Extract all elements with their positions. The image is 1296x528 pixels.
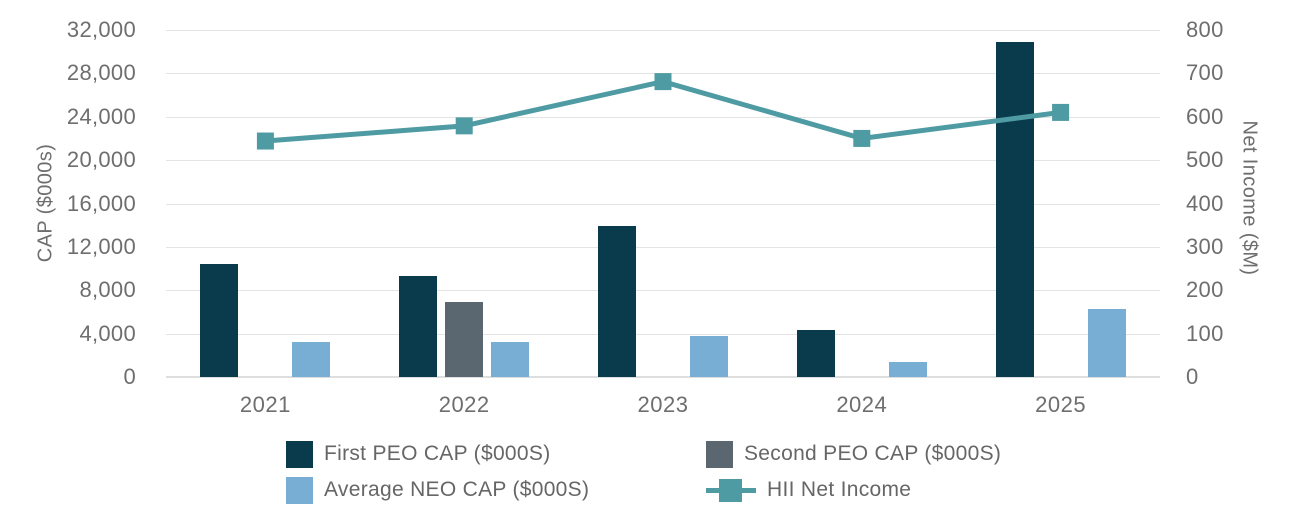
left-tick-label: 32,000 [66,17,136,42]
bar [995,41,1034,377]
gridline [166,246,1160,248]
right-axis-title: Net Income ($M) [1238,120,1261,276]
bar [399,275,438,377]
left-tick-label: 28,000 [66,60,136,86]
legend-label: HII Net Income [767,478,912,501]
right-tick-label: 200 [1186,277,1224,303]
legend-swatch [286,440,313,468]
right-tick-label: 600 [1186,103,1224,129]
legend-item: Second PEO CAP ($000S) [706,440,1001,468]
x-axis-label: 2025 [1035,392,1087,417]
bar [292,342,331,377]
left-tick-label: 24,000 [66,103,136,129]
gridline [166,290,1160,292]
bar [690,335,728,377]
legend-swatch [286,476,313,504]
line-marker [256,132,274,150]
legend-swatch [706,440,733,468]
x-axis-label: 2022 [438,392,490,417]
gridline [166,160,1160,162]
legend-label: Average NEO CAP ($000S) [324,478,590,501]
right-tick-label: 700 [1186,60,1224,86]
right-tick-label: 300 [1186,233,1224,259]
bar [1087,308,1126,377]
gridline [166,30,1160,31]
legend-line-marker [706,477,756,504]
bar [598,225,636,377]
line-marker [455,117,473,135]
x-axis-label: 2024 [836,392,888,417]
legend-item: Average NEO CAP ($000S) [286,476,589,504]
right-tick-label: 400 [1186,190,1224,216]
line-marker [654,73,672,91]
gridline [166,333,1160,335]
legend-item: HII Net Income [706,476,911,504]
right-tick-label: 0 [1186,364,1199,389]
line-marker [1052,103,1070,121]
x-axis-label: 2023 [637,392,689,417]
bar [796,329,835,377]
left-tick-label: 0 [123,364,136,389]
right-tick-label: 800 [1186,17,1224,42]
bar [445,301,484,377]
bar [491,341,530,377]
left-tick-label: 12,000 [66,233,136,259]
bar [200,263,239,377]
gridline [166,203,1160,205]
legend-label: Second PEO CAP ($000S) [744,442,1002,465]
right-tick-label: 500 [1186,147,1224,173]
left-tick-label: 4,000 [79,320,136,346]
left-tick-label: 20,000 [66,147,136,173]
left-tick-label: 8,000 [79,277,136,303]
x-axis-baseline [166,376,1160,378]
legend-item: First PEO CAP ($000S) [286,440,550,468]
legend-label: First PEO CAP ($000S) [324,442,551,465]
x-axis-label: 2021 [239,392,291,417]
net-income-line [265,79,1061,144]
line-marker [853,129,871,147]
left-tick-label: 16,000 [66,190,136,216]
right-tick-label: 100 [1186,320,1224,346]
bar [888,362,927,377]
